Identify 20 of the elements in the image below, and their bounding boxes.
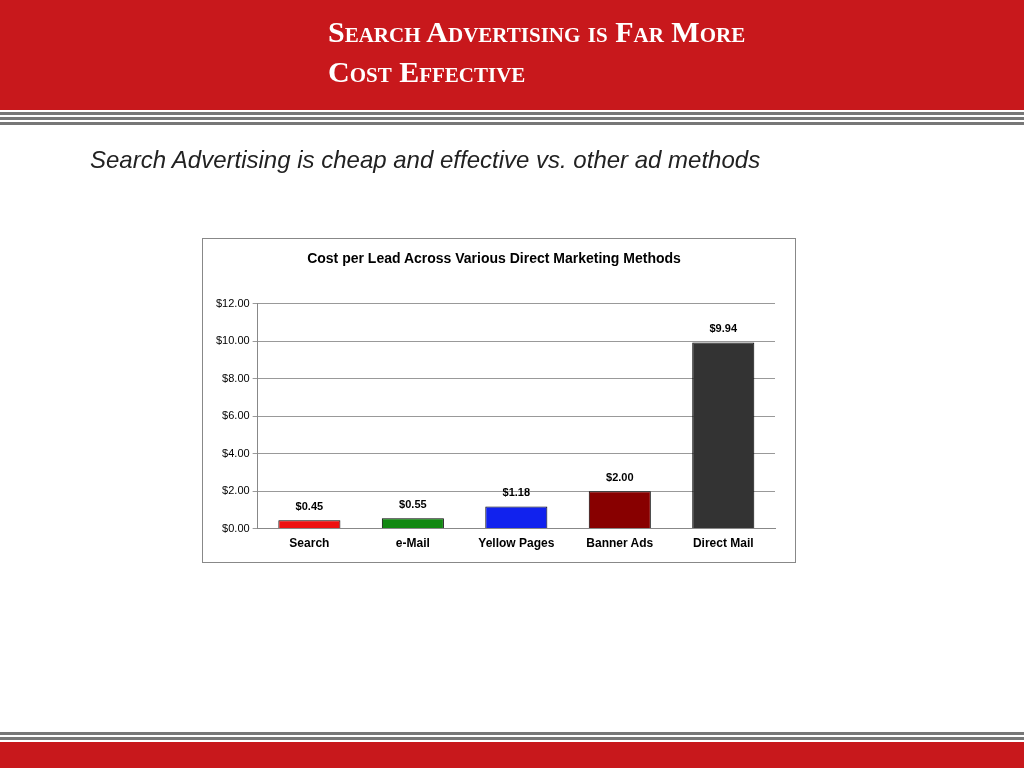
x-tick-label: Search	[289, 536, 330, 551]
x-tick-label: e-Mail	[395, 536, 430, 551]
y-tick-label: $0.00	[222, 521, 250, 534]
chart-title: Search Advertising is Far More Cost Effective	[328, 14, 747, 90]
chart-subtitle: Search Advertising is cheap and effective vs. other ad methods	[90, 146, 761, 174]
x-tick-label: Yellow Pages	[478, 536, 555, 551]
data-label: $9.94	[709, 321, 738, 334]
data-label: $1.18	[502, 486, 531, 499]
y-tick-label: $10.00	[215, 334, 250, 347]
text: Cost per Lead Across Various Direct Marketing Methods	[307, 250, 682, 267]
y-tick-label: $12.00	[215, 296, 250, 309]
y-tick-label: $6.00	[222, 409, 250, 422]
data-label: $0.45	[295, 499, 324, 512]
x-tick-label: Banner Ads	[586, 536, 654, 551]
data-label: $2.00	[606, 470, 634, 483]
y-tick-label: $2.00	[222, 484, 250, 497]
x-tick-label: Direct Mail	[692, 536, 754, 551]
y-tick-label: $4.00	[222, 446, 250, 459]
data-label: $0.55	[399, 497, 427, 510]
y-tick-label: $8.00	[222, 371, 250, 384]
